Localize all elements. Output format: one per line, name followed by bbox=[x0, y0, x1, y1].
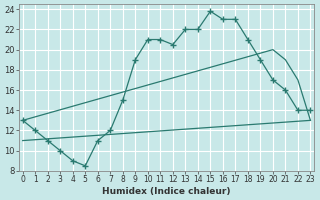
X-axis label: Humidex (Indice chaleur): Humidex (Indice chaleur) bbox=[102, 187, 231, 196]
